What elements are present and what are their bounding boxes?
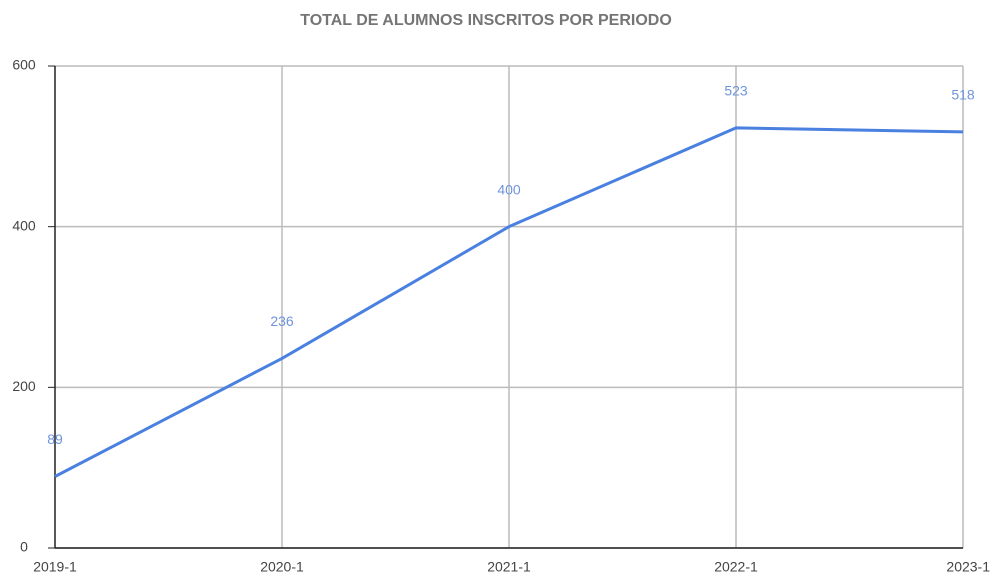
y-tick-label: 200: [12, 378, 36, 394]
x-tick-label: 2021-1: [487, 559, 531, 575]
x-tick-label: 2020-1: [260, 559, 304, 575]
chart-title: TOTAL DE ALUMNOS INSCRITOS POR PERIODO: [300, 12, 672, 29]
y-tick-label: 0: [20, 539, 28, 555]
x-tick-label: 2022-1: [714, 559, 758, 575]
x-tick-label: 2019-1: [33, 559, 77, 575]
data-label: 400: [497, 181, 521, 197]
data-label: 523: [724, 83, 748, 99]
chart: TOTAL DE ALUMNOS INSCRITOS POR PERIODO 0…: [0, 0, 990, 578]
y-tick-label: 600: [12, 57, 36, 73]
y-tick-label: 400: [12, 217, 36, 233]
data-label: 236: [270, 313, 294, 329]
data-label: 518: [951, 87, 975, 103]
x-tick-label: 2023-1: [946, 559, 990, 575]
data-label: 89: [47, 431, 63, 447]
page: TOTAL DE ALUMNOS INSCRITOS POR PERIODO 0…: [0, 0, 990, 578]
